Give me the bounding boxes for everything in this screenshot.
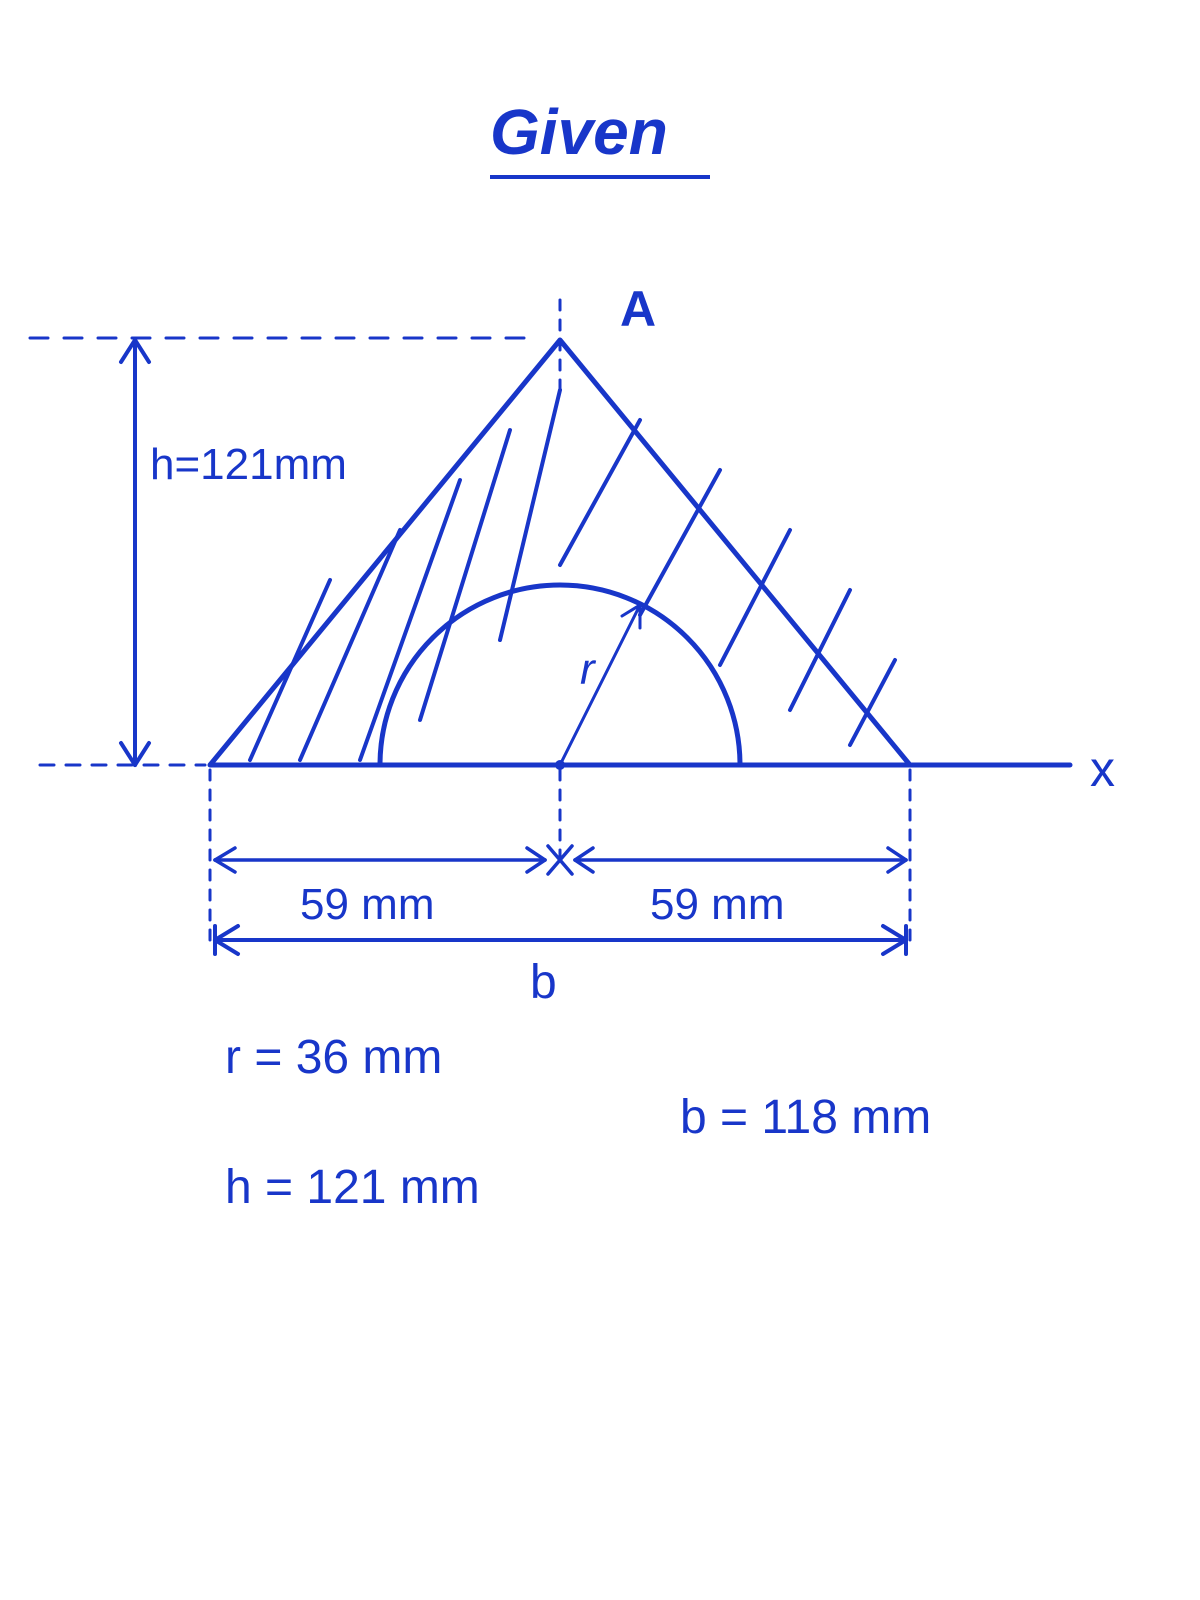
diagram-svg	[0, 0, 1200, 1600]
full-dim-b	[215, 926, 906, 954]
b-symbol-label: b	[530, 955, 557, 1010]
apex-label: A	[620, 280, 656, 338]
x-axis-label: x	[1090, 740, 1115, 798]
hatch-line	[420, 430, 510, 720]
height-dim-label: h=121mm	[150, 440, 347, 490]
hatch-line	[790, 590, 850, 710]
given-b-label: b = 118 mm	[680, 1090, 931, 1145]
r-symbol-label: r	[580, 645, 595, 695]
hatch-line	[250, 580, 330, 760]
triangle	[210, 340, 910, 765]
given-r-label: r = 36 mm	[225, 1030, 442, 1085]
half-left-label: 59 mm	[300, 880, 434, 930]
half-right-label: 59 mm	[650, 880, 784, 930]
hatch-line	[500, 390, 560, 640]
height-arrow	[121, 340, 149, 765]
given-h-label: h = 121 mm	[225, 1160, 480, 1215]
radius-line	[560, 605, 640, 765]
page: Given	[0, 0, 1200, 1600]
hatch-line	[640, 470, 720, 615]
hatch-line	[560, 420, 640, 565]
